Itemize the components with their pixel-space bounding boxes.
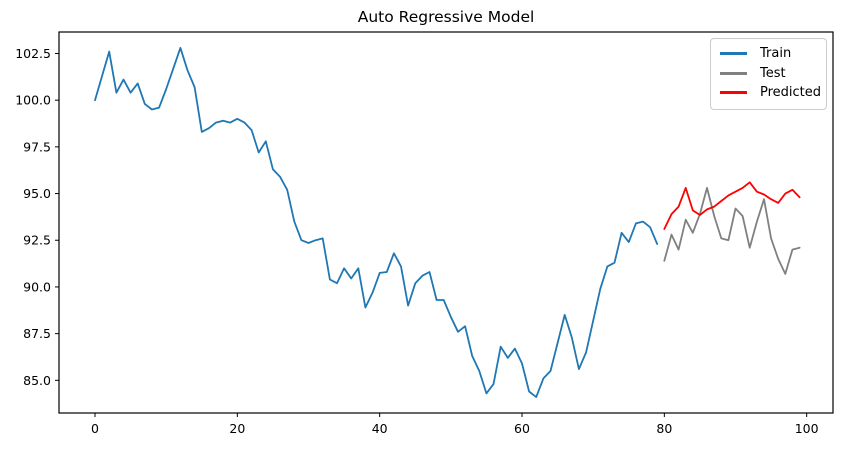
x-tick-label: 20: [229, 421, 245, 436]
legend-line-swatch-train: [720, 52, 747, 56]
x-tick-label: 0: [91, 421, 99, 436]
y-tick-label: 97.5: [23, 139, 51, 154]
y-tick-label: 90.0: [23, 279, 51, 294]
legend-label: Train: [760, 46, 792, 62]
x-tick-label: 100: [795, 421, 819, 436]
legend-item-train: Train: [720, 44, 818, 64]
x-tick-label: 80: [656, 421, 672, 436]
legend-item-predicted: Predicted: [720, 83, 822, 103]
axes-frame: [58, 31, 834, 414]
x-tick-label: 40: [372, 421, 388, 436]
legend: Train Test Predicted: [710, 38, 827, 110]
legend-item-test: Test: [720, 64, 818, 84]
y-tick-label: 100.0: [15, 93, 51, 108]
series-line-predicted: [663, 181, 801, 230]
x-tick-label: 60: [514, 421, 530, 436]
y-tick-label: 102.5: [15, 46, 51, 61]
y-tick-label: 92.5: [23, 233, 51, 248]
series-line-test: [663, 186, 801, 275]
y-tick-label: 95.0: [23, 186, 51, 201]
series-line-train: [94, 47, 659, 399]
legend-label: Test: [760, 65, 786, 81]
legend-label: Predicted: [760, 85, 822, 101]
y-tick-label: 87.5: [23, 326, 51, 341]
chart-title: Auto Regressive Model: [357, 8, 535, 26]
legend-line-swatch-test: [720, 71, 747, 75]
y-tick-label: 85.0: [23, 373, 51, 388]
legend-line-swatch-predicted: [720, 91, 747, 95]
